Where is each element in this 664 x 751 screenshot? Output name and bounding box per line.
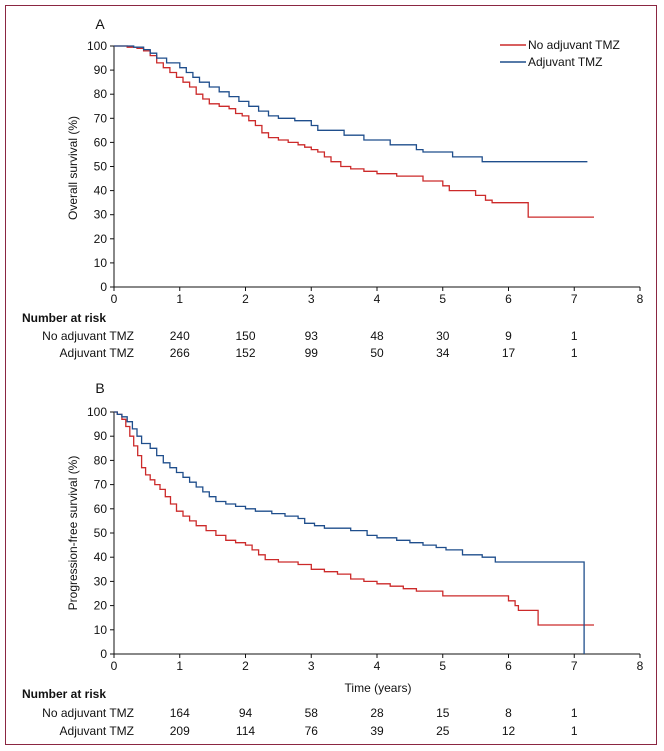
panel-b-risk-value-no-adjuvant: 94 xyxy=(239,706,253,720)
panel-b-x-tick-label: 0 xyxy=(111,659,118,673)
panel-b-risk-value-no-adjuvant: 58 xyxy=(305,706,319,720)
panel-b-y-tick-label: 90 xyxy=(94,429,108,443)
panel-a-risk-value-adjuvant: 50 xyxy=(370,346,384,360)
panel-b-y-tick-label: 100 xyxy=(87,405,107,419)
panel-b-y-tick-label: 0 xyxy=(100,647,107,661)
panel-b-x-tick-label: 5 xyxy=(439,659,446,673)
panel-a-risk-value-no-adjuvant: 9 xyxy=(505,329,512,343)
panel-b-curves xyxy=(114,411,594,654)
panel-b-ylabel: Progression-free survival (%) xyxy=(66,456,80,611)
panel-a-y-tick-label: 30 xyxy=(94,208,108,222)
panel-b-xlabel: Time (years) xyxy=(345,681,412,695)
panel-a-y-tick-label: 40 xyxy=(94,184,108,198)
panel-a-risk-value-no-adjuvant: 30 xyxy=(436,329,450,343)
panel-a-x-tick-label: 3 xyxy=(308,292,315,306)
panel-a-x-tick-label: 0 xyxy=(111,292,118,306)
panel-a: A Overall survival (%) No adjuvant TMZ A… xyxy=(22,16,644,360)
panel-a-y-tick-label: 0 xyxy=(100,280,107,294)
panel-a-y-tick-label: 70 xyxy=(94,111,108,125)
panel-b-y-tick-label: 80 xyxy=(94,453,108,467)
panel-b-x-tick-label: 6 xyxy=(505,659,512,673)
panel-a-y-tick-label: 50 xyxy=(94,160,108,174)
panel-b-curve-adjuvant xyxy=(114,411,585,654)
panel-a-risk-value-adjuvant: 1 xyxy=(571,346,578,360)
panel-b-x-tick-label: 3 xyxy=(308,659,315,673)
panel-b-y-tick-label: 50 xyxy=(94,526,108,540)
panel-b-risk-table: Number at risk No adjuvant TMZ Adjuvant … xyxy=(22,687,578,738)
panel-a-x-tick-label: 4 xyxy=(374,292,381,306)
panel-b-risk-row-label-0: No adjuvant TMZ xyxy=(42,706,134,720)
panel-a-y-tick-label: 60 xyxy=(94,135,108,149)
panel-b-y-tick-label: 70 xyxy=(94,478,108,492)
panel-a-risk-value-adjuvant: 99 xyxy=(305,346,319,360)
panel-a-x-tick-label: 2 xyxy=(242,292,249,306)
panel-b-risk-header: Number at risk xyxy=(22,687,106,701)
panel-b-x-tick-label: 1 xyxy=(176,659,183,673)
panel-b-y-tick-label: 30 xyxy=(94,574,108,588)
legend: No adjuvant TMZ Adjuvant TMZ xyxy=(500,38,620,69)
panel-b-risk-value-no-adjuvant: 164 xyxy=(170,706,190,720)
panel-a-risk-value-no-adjuvant: 48 xyxy=(370,329,384,343)
panel-b-y-tick-label: 20 xyxy=(94,599,108,613)
panel-b-y-tick-label: 40 xyxy=(94,550,108,564)
panel-a-risk-row-label-0: No adjuvant TMZ xyxy=(42,329,134,343)
panel-a-curves xyxy=(114,45,594,218)
panel-b-risk-value-adjuvant: 114 xyxy=(236,724,255,738)
panel-b-x-tick-label: 2 xyxy=(242,659,249,673)
panel-a-y-tick-label: 100 xyxy=(87,39,107,53)
panel-a-risk-value-no-adjuvant: 1 xyxy=(571,329,578,343)
panel-b-x-tick-label: 8 xyxy=(637,659,644,673)
panel-a-y-tick-label: 90 xyxy=(94,63,108,77)
panel-a-risk-value-no-adjuvant: 150 xyxy=(235,329,255,343)
panel-b-risk-value-no-adjuvant: 8 xyxy=(505,706,512,720)
panel-b-risk-value-no-adjuvant: 15 xyxy=(436,706,450,720)
panel-a-x-tick-label: 7 xyxy=(571,292,578,306)
panel-b-risk-value-no-adjuvant: 28 xyxy=(370,706,384,720)
panel-b-curve-no-adjuvant xyxy=(114,411,594,626)
panel-a-risk-header: Number at risk xyxy=(22,311,106,325)
panel-b-risk-value-adjuvant: 1 xyxy=(571,724,578,738)
panel-a-risk-value-adjuvant: 266 xyxy=(170,346,190,360)
panel-a-risk-value-adjuvant: 34 xyxy=(436,346,450,360)
panel-b-risk-value-adjuvant: 12 xyxy=(502,724,516,738)
panel-a-risk-value-adjuvant: 152 xyxy=(235,346,255,360)
panel-a-x-tick-label: 6 xyxy=(505,292,512,306)
panel-b-risk-values: 164 94 58 28 15 8 1 209 114 76 39 25 12 1 xyxy=(170,706,578,738)
panel-a-risk-value-adjuvant: 17 xyxy=(502,346,516,360)
panel-a-risk-table: Number at risk No adjuvant TMZ Adjuvant … xyxy=(22,311,578,360)
panel-a-risk-value-no-adjuvant: 93 xyxy=(305,329,319,343)
panel-b-risk-value-adjuvant: 209 xyxy=(170,724,190,738)
panel-b-y-tick-label: 10 xyxy=(94,623,108,637)
panel-a-ylabel: Overall survival (%) xyxy=(66,116,80,220)
panel-a-x-tick-label: 8 xyxy=(637,292,644,306)
panel-a-label: A xyxy=(95,16,105,32)
panel-b-risk-value-adjuvant: 39 xyxy=(370,724,384,738)
panel-b-label: B xyxy=(95,380,104,396)
panel-a-curve-adjuvant xyxy=(114,45,588,163)
panel-a-x-tick-label: 5 xyxy=(439,292,446,306)
panel-b-y-tick-label: 60 xyxy=(94,502,108,516)
panel-a-curve-no-adjuvant xyxy=(114,45,594,218)
panel-b-risk-value-adjuvant: 76 xyxy=(305,724,319,738)
panel-b-risk-row-label-1: Adjuvant TMZ xyxy=(60,724,134,738)
panel-a-y-tick-label: 10 xyxy=(94,256,108,270)
panel-a-risk-value-no-adjuvant: 240 xyxy=(170,329,190,343)
panel-b-x-tick-label: 4 xyxy=(374,659,381,673)
panel-a-risk-values: 240 150 93 48 30 9 1 266 152 99 50 34 17 1 xyxy=(170,329,578,360)
panel-a-x-tick-label: 1 xyxy=(176,292,183,306)
panel-a-y-tick-label: 20 xyxy=(94,232,108,246)
panel-a-risk-row-label-1: Adjuvant TMZ xyxy=(60,346,134,360)
panel-a-y-tick-label: 80 xyxy=(94,87,108,101)
panel-b-risk-value-no-adjuvant: 1 xyxy=(571,706,578,720)
panel-b-x-tick-label: 7 xyxy=(571,659,578,673)
legend-label-no-adjuvant: No adjuvant TMZ xyxy=(528,38,620,52)
panel-b-risk-value-adjuvant: 25 xyxy=(436,724,450,738)
legend-label-adjuvant: Adjuvant TMZ xyxy=(528,55,602,69)
